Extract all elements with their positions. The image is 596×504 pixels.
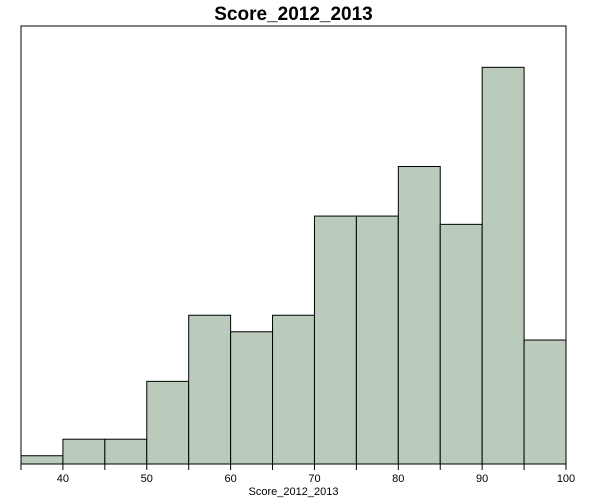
- bars-group: [20, 66, 567, 465]
- histogram-bar: [62, 438, 106, 465]
- x-tick-label: 90: [476, 473, 488, 485]
- histogram-bar: [272, 314, 315, 465]
- x-axis-label: Score_2012_2013: [249, 486, 339, 498]
- histogram-bar: [397, 165, 441, 465]
- histogram-bar: [481, 66, 525, 465]
- x-tick-label: 60: [224, 473, 236, 485]
- histogram-bar: [523, 339, 567, 465]
- histogram-bar: [313, 215, 357, 465]
- x-axis: 40 50 60 70 80 90 100: [20, 464, 575, 485]
- histogram-bar: [439, 223, 483, 465]
- histogram-bar: [188, 314, 232, 465]
- x-tick-label: 70: [308, 473, 320, 485]
- x-tick-label: 80: [392, 473, 404, 485]
- histogram-bar: [230, 331, 274, 465]
- histogram-bar: [355, 215, 399, 465]
- plot-frame: [20, 25, 567, 465]
- histogram-bar: [146, 380, 190, 465]
- x-tick-label: 100: [557, 473, 575, 485]
- x-tick-label: 50: [141, 473, 153, 485]
- histogram-bar: [20, 455, 64, 465]
- x-tick-label: 40: [57, 473, 69, 485]
- histogram-bar: [104, 438, 148, 465]
- chart-title: Score_2012_2013: [214, 4, 372, 25]
